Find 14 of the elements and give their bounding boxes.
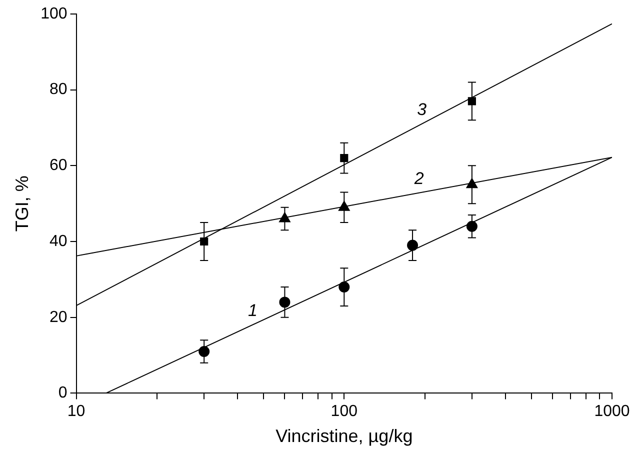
y-tick-label: 60 (50, 157, 68, 174)
y-tick-label: 40 (50, 232, 68, 250)
y-tick-label: 20 (50, 308, 68, 326)
x-tick-label: 100 (330, 403, 358, 420)
x-axis-title: Vincristine, µg/kg (276, 426, 413, 446)
series-label: 3 (417, 100, 428, 120)
x-tick-label: 10 (67, 403, 86, 420)
series-label: 2 (413, 169, 424, 188)
y-tick-label: 0 (58, 384, 68, 402)
x-tick-label: 1000 (594, 403, 630, 420)
y-tick-label: 100 (40, 5, 68, 22)
y-tick-label: 80 (50, 81, 68, 98)
series-label: 1 (248, 301, 258, 320)
y-axis-title: TGI, % (12, 176, 32, 232)
